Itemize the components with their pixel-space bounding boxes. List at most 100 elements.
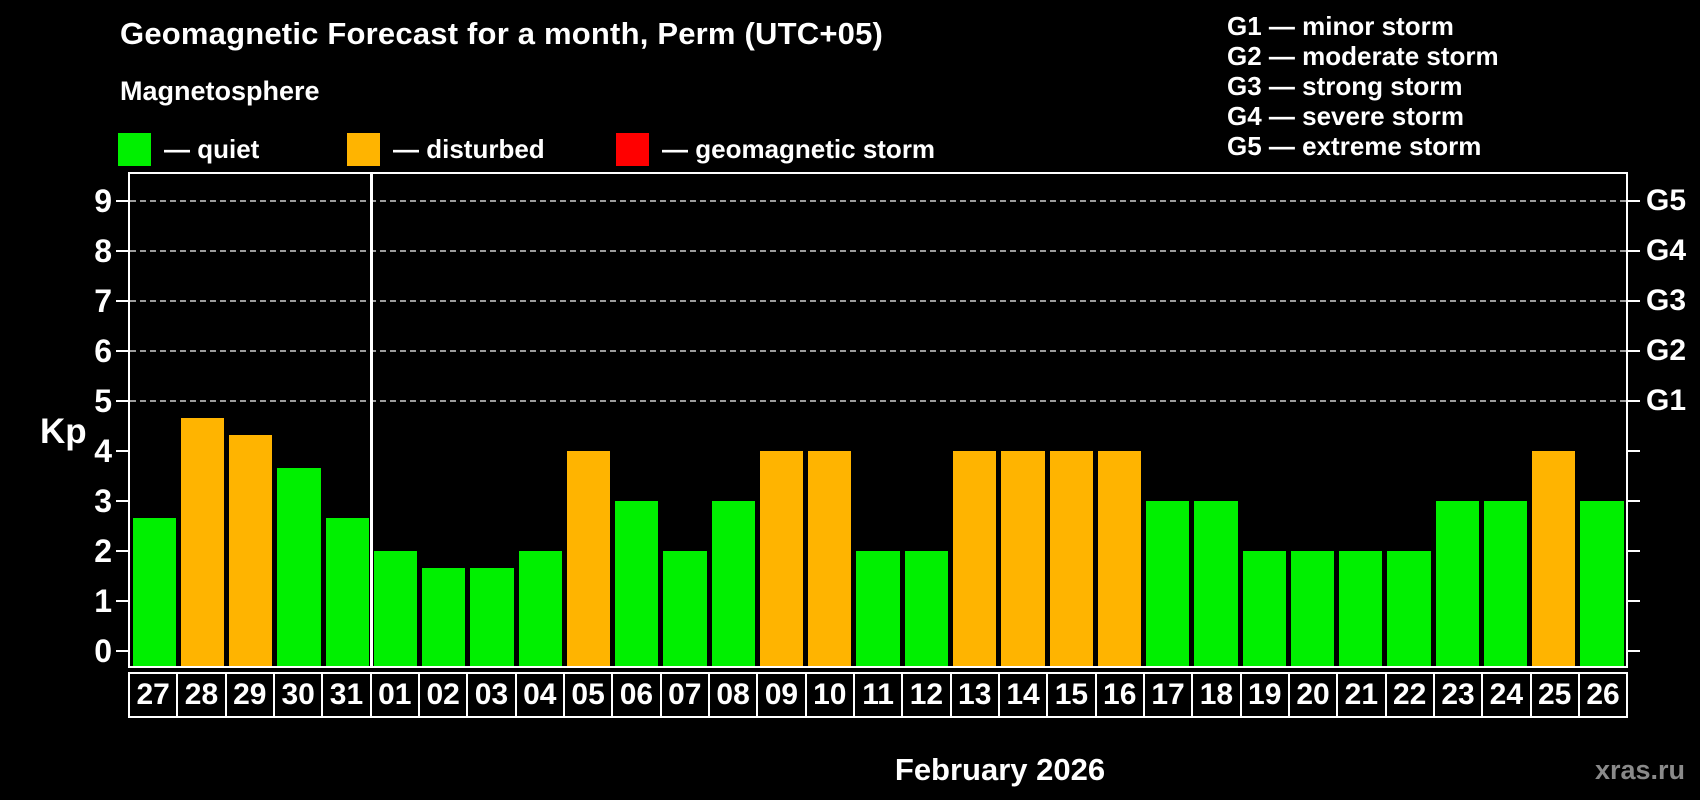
bar-slot-17 xyxy=(1144,174,1192,666)
kp-bar-06 xyxy=(615,501,659,666)
day-label-box-05: 05 xyxy=(562,672,614,718)
g-axis-label-G3: G3 xyxy=(1646,284,1687,317)
left-axis-tick xyxy=(116,400,128,402)
day-label-box-15: 15 xyxy=(1046,672,1097,718)
bar-slot-31 xyxy=(323,174,371,666)
day-label-box-14: 14 xyxy=(997,672,1049,718)
left-axis-tick xyxy=(116,650,128,652)
page-title: Geomagnetic Forecast for a month, Perm (… xyxy=(120,16,884,51)
bar-slot-26 xyxy=(1578,174,1626,666)
day-label-box-12: 12 xyxy=(901,672,952,718)
bar-slot-02 xyxy=(420,174,468,666)
kp-tick-label-9: 9 xyxy=(94,183,112,219)
kp-tick-label-1: 1 xyxy=(94,583,112,619)
right-axis-tick xyxy=(1628,650,1640,652)
day-label-box-07: 07 xyxy=(659,672,710,718)
kp-bar-24 xyxy=(1483,501,1528,666)
g-legend-line: G2 — moderate storm xyxy=(1227,41,1499,71)
kp-bar-03 xyxy=(470,567,514,666)
g-axis-label-G5: G5 xyxy=(1646,184,1687,217)
day-label-box-08: 08 xyxy=(707,672,759,718)
right-axis-tick xyxy=(1628,400,1640,402)
bar-slot-14 xyxy=(999,174,1047,666)
kp-bar-21 xyxy=(1339,551,1383,666)
kp-tick-label-5: 5 xyxy=(94,383,112,419)
kp-bar-04 xyxy=(518,551,562,666)
right-axis-tick xyxy=(1628,500,1640,502)
kp-bar-10 xyxy=(808,451,852,666)
day-label-box-23: 23 xyxy=(1432,672,1484,718)
storm-swatch-icon xyxy=(616,133,649,166)
day-label-box-22: 22 xyxy=(1384,672,1435,718)
kp-bar-20 xyxy=(1290,551,1335,666)
day-label-box-16: 16 xyxy=(1094,672,1145,718)
day-label-box-03: 03 xyxy=(466,672,517,718)
bar-slot-03 xyxy=(468,174,516,666)
gridline-kp-7 xyxy=(130,300,1626,302)
bar-slot-21 xyxy=(1337,174,1385,666)
bar-slot-06 xyxy=(613,174,661,666)
bar-slot-22 xyxy=(1385,174,1433,666)
bar-slot-19 xyxy=(1240,174,1288,666)
bar-slot-15 xyxy=(1047,174,1095,666)
bar-slot-05 xyxy=(564,174,612,666)
g-scale-legend: G1 — minor storm G2 — moderate storm G3 — … xyxy=(1227,11,1499,161)
kp-tick-label-0: 0 xyxy=(94,633,112,669)
kp-tick-label-7: 7 xyxy=(94,283,112,319)
kp-bar-31 xyxy=(325,517,369,666)
left-axis-tick xyxy=(116,600,128,602)
bar-slot-23 xyxy=(1433,174,1481,666)
kp-tick-label-6: 6 xyxy=(94,333,112,369)
day-label-box-21: 21 xyxy=(1336,672,1387,718)
g-legend-line: G4 — severe storm xyxy=(1227,101,1465,131)
month-separator-line xyxy=(370,174,374,666)
day-label-box-06: 06 xyxy=(611,672,662,718)
right-axis-tick xyxy=(1628,550,1640,552)
kp-axis-title: Kp xyxy=(40,412,87,451)
kp-bar-15 xyxy=(1049,451,1093,666)
day-label-box-31: 31 xyxy=(321,672,372,718)
bar-slot-07 xyxy=(661,174,709,666)
kp-bar-25 xyxy=(1532,451,1576,666)
kp-bar-13 xyxy=(953,451,997,666)
kp-bar-17 xyxy=(1146,501,1190,666)
kp-bar-29 xyxy=(229,434,273,666)
day-label-box-18: 18 xyxy=(1191,672,1242,718)
kp-bar-08 xyxy=(711,501,755,666)
left-axis-tick xyxy=(116,550,128,552)
plot-inner xyxy=(130,174,1626,666)
gridline-kp-6 xyxy=(130,350,1626,352)
left-axis-tick xyxy=(116,300,128,302)
kp-bar-12 xyxy=(904,551,949,666)
right-axis-tick xyxy=(1628,300,1640,302)
kp-bar-27 xyxy=(132,517,176,666)
bar-slot-09 xyxy=(757,174,805,666)
right-axis-tick xyxy=(1628,450,1640,452)
kp-bar-09 xyxy=(759,451,804,666)
day-label-box-11: 11 xyxy=(852,672,904,718)
right-axis-tick xyxy=(1628,200,1640,202)
day-label-box-25: 25 xyxy=(1529,672,1580,718)
right-axis-tick xyxy=(1628,250,1640,252)
day-label-box-13: 13 xyxy=(949,672,1000,718)
kp-bar-19 xyxy=(1242,551,1286,666)
day-label-box-30: 30 xyxy=(272,672,324,718)
left-axis-tick xyxy=(116,450,128,452)
legend-label-quiet: — quiet xyxy=(164,134,260,164)
kp-tick-label-4: 4 xyxy=(94,433,112,469)
legend-item-disturbed: — disturbed xyxy=(347,133,545,166)
month-caption: February 2026 xyxy=(894,752,1106,787)
bar-slot-25 xyxy=(1530,174,1578,666)
bar-slot-11 xyxy=(854,174,902,666)
day-label-box-02: 02 xyxy=(417,672,469,718)
kp-bar-14 xyxy=(1001,451,1045,666)
left-axis-tick xyxy=(116,500,128,502)
bar-slot-28 xyxy=(178,174,226,666)
bar-slot-08 xyxy=(709,174,757,666)
day-label-box-28: 28 xyxy=(176,672,227,718)
kp-bar-07 xyxy=(663,551,707,666)
legend-label-disturbed: — disturbed xyxy=(393,134,545,164)
day-label-box-10: 10 xyxy=(804,672,855,718)
watermark: xras.ru xyxy=(1594,755,1685,785)
